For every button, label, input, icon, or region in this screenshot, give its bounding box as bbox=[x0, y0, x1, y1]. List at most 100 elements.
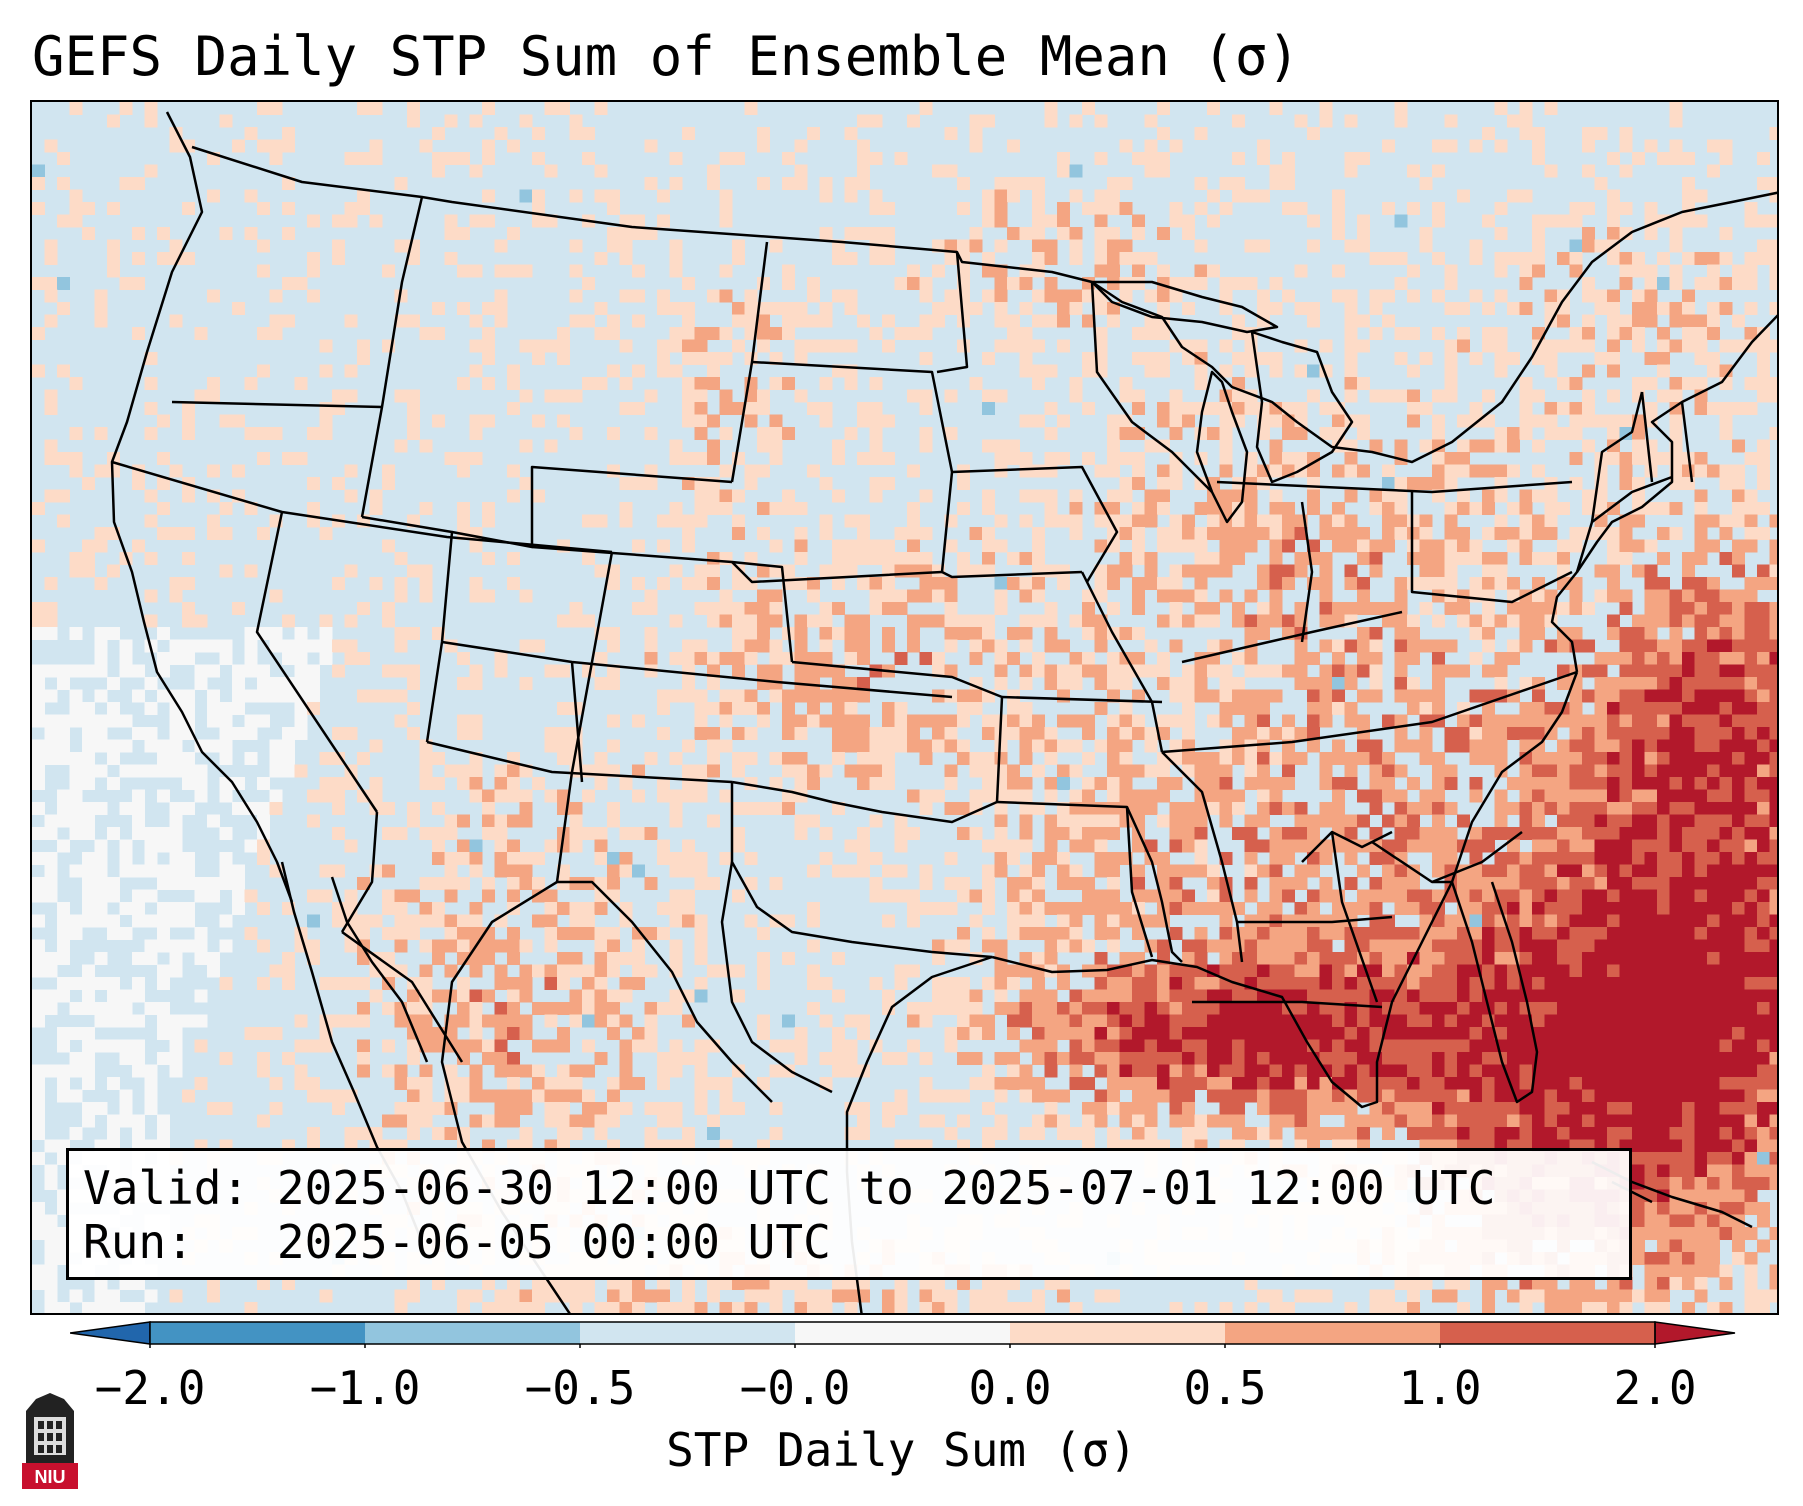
grid-cell bbox=[707, 752, 720, 765]
grid-cell bbox=[969, 127, 983, 140]
grid-cell bbox=[1182, 1027, 1195, 1040]
grid-cell bbox=[1444, 989, 1458, 1003]
grid-cell bbox=[594, 852, 608, 865]
grid-cell bbox=[1119, 677, 1133, 690]
grid-cell bbox=[694, 564, 708, 578]
grid-cell bbox=[1769, 839, 1777, 853]
grid-cell bbox=[1057, 1014, 1070, 1028]
grid-cell bbox=[1757, 977, 1770, 990]
grid-cell bbox=[694, 939, 708, 953]
grid-cell bbox=[1707, 964, 1720, 978]
grid-cell bbox=[1494, 327, 1508, 340]
grid-cell bbox=[1282, 289, 1295, 303]
grid-cell bbox=[119, 802, 133, 815]
grid-cell bbox=[1619, 227, 1633, 240]
grid-cell bbox=[1682, 189, 1695, 203]
grid-cell bbox=[1682, 177, 1695, 190]
grid-cell bbox=[232, 864, 245, 878]
grid-cell bbox=[357, 877, 370, 890]
grid-cell bbox=[419, 877, 433, 890]
grid-cell bbox=[1282, 977, 1295, 990]
grid-cell bbox=[1544, 914, 1558, 928]
grid-cell bbox=[832, 864, 845, 878]
grid-cell bbox=[157, 502, 170, 515]
grid-cell bbox=[732, 689, 745, 703]
grid-cell bbox=[382, 464, 395, 478]
grid-cell bbox=[1569, 627, 1583, 640]
grid-cell bbox=[1657, 789, 1670, 803]
grid-cell bbox=[1344, 527, 1358, 540]
grid-cell bbox=[719, 464, 733, 478]
grid-cell bbox=[644, 877, 658, 890]
grid-cell bbox=[44, 827, 58, 840]
grid-cell bbox=[944, 127, 958, 140]
grid-cell bbox=[1619, 852, 1633, 865]
grid-cell bbox=[82, 739, 95, 753]
grid-cell bbox=[1332, 1039, 1345, 1053]
grid-cell bbox=[1069, 814, 1083, 828]
grid-cell bbox=[1019, 789, 1033, 803]
grid-cell bbox=[1507, 602, 1520, 615]
grid-cell bbox=[107, 927, 120, 940]
grid-cell bbox=[132, 327, 145, 340]
grid-cell bbox=[1532, 914, 1545, 928]
grid-cell bbox=[1682, 1014, 1695, 1028]
grid-cell bbox=[1632, 339, 1645, 353]
grid-cell bbox=[144, 914, 158, 928]
grid-cell bbox=[1432, 789, 1445, 803]
grid-cell bbox=[1432, 827, 1445, 840]
grid-cell bbox=[807, 977, 820, 990]
grid-cell bbox=[819, 514, 833, 528]
grid-cell bbox=[857, 739, 870, 753]
grid-cell bbox=[1694, 452, 1708, 465]
grid-cell bbox=[1532, 489, 1545, 503]
grid-cell bbox=[1582, 227, 1595, 240]
grid-cell bbox=[1394, 839, 1408, 853]
grid-cell bbox=[1207, 752, 1220, 765]
grid-cell bbox=[1444, 639, 1458, 653]
grid-cell bbox=[1744, 877, 1758, 890]
grid-cell bbox=[144, 102, 158, 115]
grid-cell bbox=[1532, 614, 1545, 628]
grid-cell bbox=[1094, 114, 1108, 128]
grid-cell bbox=[1332, 664, 1345, 678]
grid-cell bbox=[332, 477, 345, 490]
grid-cell bbox=[1719, 152, 1733, 165]
grid-cell bbox=[132, 902, 145, 915]
grid-cell bbox=[169, 877, 183, 890]
grid-cell bbox=[232, 139, 245, 153]
grid-cell bbox=[1607, 777, 1620, 790]
grid-cell bbox=[1669, 727, 1683, 740]
grid-cell bbox=[957, 177, 970, 190]
grid-cell bbox=[744, 102, 758, 115]
grid-cell bbox=[319, 614, 333, 628]
grid-cell bbox=[219, 1052, 233, 1065]
grid-cell bbox=[1432, 839, 1445, 853]
grid-cell bbox=[1557, 289, 1570, 303]
grid-cell bbox=[1482, 902, 1495, 915]
grid-cell bbox=[1244, 1027, 1258, 1040]
grid-cell bbox=[44, 489, 58, 503]
grid-cell bbox=[1744, 702, 1758, 715]
grid-cell bbox=[244, 752, 258, 765]
grid-cell bbox=[1544, 902, 1558, 915]
grid-cell bbox=[82, 877, 95, 890]
grid-cell bbox=[1582, 802, 1595, 815]
grid-cell bbox=[1169, 814, 1183, 828]
grid-cell bbox=[969, 827, 983, 840]
grid-cell bbox=[1344, 352, 1358, 365]
grid-cell bbox=[507, 927, 520, 940]
grid-cell bbox=[1607, 502, 1620, 515]
grid-cell bbox=[482, 514, 495, 528]
grid-cell bbox=[707, 364, 720, 378]
grid-cell bbox=[1244, 852, 1258, 865]
grid-cell bbox=[1532, 389, 1545, 403]
grid-cell bbox=[769, 1039, 783, 1053]
grid-cell bbox=[432, 752, 445, 765]
grid-cell bbox=[844, 127, 858, 140]
grid-cell bbox=[1744, 614, 1758, 628]
grid-cell bbox=[1382, 927, 1395, 940]
grid-cell bbox=[282, 177, 295, 190]
grid-cell bbox=[169, 1039, 183, 1053]
grid-cell bbox=[282, 652, 295, 665]
